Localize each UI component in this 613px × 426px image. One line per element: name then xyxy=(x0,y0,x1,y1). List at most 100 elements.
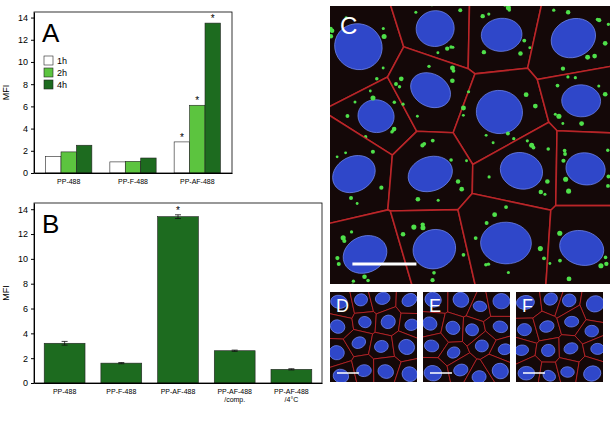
micrograph: F xyxy=(511,287,608,387)
particle xyxy=(574,76,577,79)
nucleus xyxy=(480,17,523,53)
x-tick: PP-488 xyxy=(53,388,76,395)
particle xyxy=(352,280,355,283)
particle xyxy=(566,10,570,14)
particle xyxy=(566,189,571,194)
particle xyxy=(437,199,440,202)
bar xyxy=(205,23,220,173)
axis-title: MFI xyxy=(1,285,11,301)
legend-swatch xyxy=(44,68,53,77)
particle xyxy=(548,262,551,265)
particle xyxy=(487,175,490,178)
particle xyxy=(558,259,562,263)
legend-label: 2h xyxy=(57,68,67,78)
nucleus xyxy=(474,88,525,136)
nucleus xyxy=(404,66,457,115)
particle xyxy=(598,263,603,268)
particle xyxy=(567,276,572,281)
legend-swatch xyxy=(44,80,53,89)
x-tick: PP-488 xyxy=(57,178,80,185)
bar xyxy=(141,158,156,173)
particle xyxy=(461,106,466,111)
x-tick: PP-AF-488/4°C xyxy=(274,388,309,403)
error-cap xyxy=(175,218,181,219)
particle xyxy=(538,246,543,251)
bar xyxy=(190,105,205,173)
bar xyxy=(44,343,85,383)
nucleus xyxy=(376,363,395,381)
nucleus xyxy=(545,11,602,64)
particle xyxy=(480,14,484,18)
particle xyxy=(492,212,497,217)
particle xyxy=(524,92,529,97)
particle xyxy=(603,41,608,46)
nucleus xyxy=(496,148,547,195)
cell-membrane xyxy=(533,311,562,341)
tick-label: 12 xyxy=(18,35,28,45)
particle xyxy=(504,205,508,209)
x-tick: PP-AF-488 xyxy=(161,388,196,395)
cell-membrane xyxy=(343,329,372,356)
particle xyxy=(379,186,383,190)
x-tick: PP-F-488 xyxy=(118,178,148,185)
y-tick: 10 xyxy=(18,254,34,264)
nucleus xyxy=(517,323,531,335)
tick-mark xyxy=(31,358,34,359)
nucleus xyxy=(564,316,579,328)
nucleus xyxy=(444,319,462,337)
error-line xyxy=(64,341,65,345)
particle xyxy=(421,222,425,226)
nucleus xyxy=(497,343,510,356)
particle xyxy=(506,6,511,10)
error-bar xyxy=(232,350,238,351)
particle xyxy=(371,150,375,154)
particle xyxy=(394,82,398,86)
tick-mark xyxy=(31,309,34,310)
tick-label: 8 xyxy=(23,279,28,289)
tick-label: 6 xyxy=(23,304,28,314)
axis-title: MFI xyxy=(1,85,11,101)
nucleus xyxy=(556,226,608,271)
particle xyxy=(350,230,353,233)
bar xyxy=(125,161,140,173)
image-content xyxy=(423,292,510,382)
panel-label: C xyxy=(340,12,357,39)
legend-label: 4h xyxy=(57,80,67,90)
tick-mark xyxy=(31,151,34,152)
error-cap xyxy=(118,363,124,364)
nucleus xyxy=(452,362,469,377)
plot-frame xyxy=(34,12,232,173)
bar xyxy=(101,363,142,383)
particle xyxy=(416,197,421,202)
scale-bar xyxy=(337,372,359,374)
tick-label: PP-AF-488 xyxy=(161,388,196,395)
bar-series xyxy=(46,142,190,173)
error-cap xyxy=(118,362,124,363)
nucleus xyxy=(451,292,472,310)
particle xyxy=(414,11,417,14)
particle xyxy=(561,66,565,70)
bar xyxy=(110,162,125,173)
particle xyxy=(399,77,404,82)
particle xyxy=(607,23,610,26)
y-tick: 2 xyxy=(23,146,34,156)
bar xyxy=(46,156,61,173)
particle xyxy=(512,137,515,140)
particle xyxy=(431,139,435,143)
nucleus xyxy=(464,322,479,337)
particle xyxy=(342,239,346,243)
particle xyxy=(528,46,531,49)
particle xyxy=(330,28,334,33)
particle xyxy=(336,155,339,158)
particle xyxy=(462,253,466,257)
nucleus xyxy=(396,337,417,357)
legend-swatch xyxy=(44,56,53,65)
particle xyxy=(604,256,608,260)
y-axis: 02468101214 xyxy=(18,204,35,389)
tick-mark xyxy=(31,259,34,260)
particle xyxy=(356,202,359,205)
tick-mark xyxy=(31,62,34,63)
nucleus xyxy=(330,345,345,361)
legend-item: 2h xyxy=(44,68,67,78)
cell-membrane xyxy=(368,332,394,359)
